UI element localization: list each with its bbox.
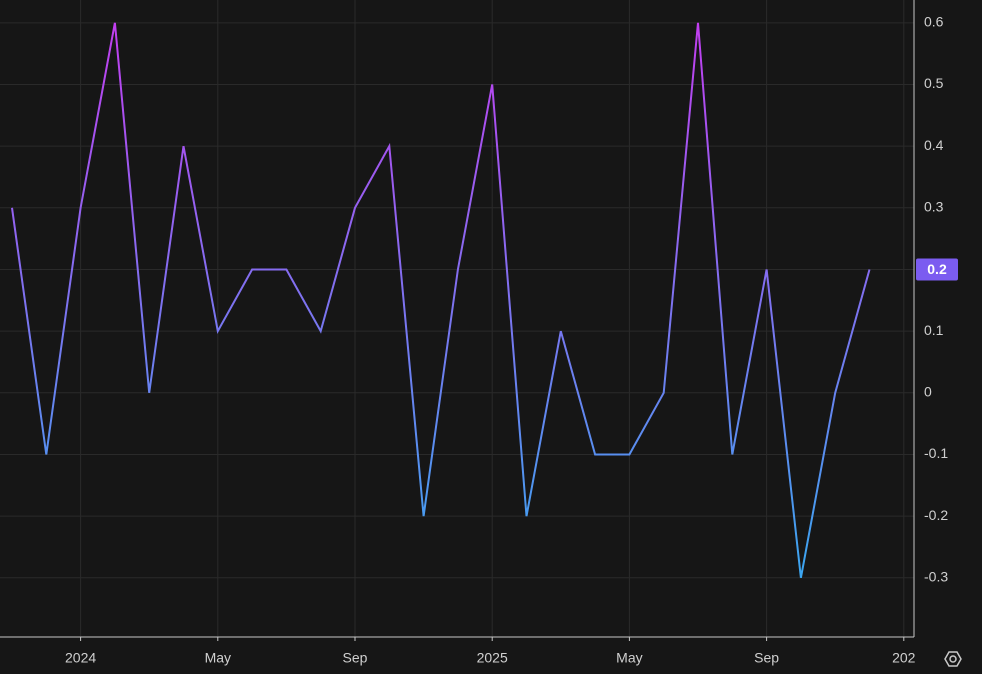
- x-tick-label: May: [616, 650, 642, 666]
- x-tick-label: 2024: [65, 650, 96, 666]
- data-line: [11, 22, 871, 578]
- y-tick-label: -0.3: [924, 569, 948, 585]
- last-value-box: [916, 258, 958, 281]
- y-tick-label: -0.1: [924, 445, 948, 461]
- settings-dot: [949, 655, 957, 663]
- settings-icon[interactable]: [944, 651, 962, 667]
- last-value-label: 0.2: [927, 261, 947, 277]
- x-tick-label: 202: [892, 650, 916, 666]
- y-tick-label: 0.3: [924, 199, 944, 215]
- y-tick-label: -0.2: [924, 507, 948, 523]
- settings-hex: [944, 651, 962, 667]
- x-tick-label: Sep: [754, 650, 779, 666]
- y-tick-label: 0.6: [924, 14, 944, 30]
- y-tick-label: 0: [924, 384, 932, 400]
- y-tick-label: 0.1: [924, 322, 944, 338]
- y-tick-label: 0.4: [924, 137, 944, 153]
- x-tick-label: May: [205, 650, 231, 666]
- x-tick-label: Sep: [343, 650, 368, 666]
- x-tick-label: 2025: [477, 650, 508, 666]
- y-tick-label: 0.5: [924, 75, 944, 91]
